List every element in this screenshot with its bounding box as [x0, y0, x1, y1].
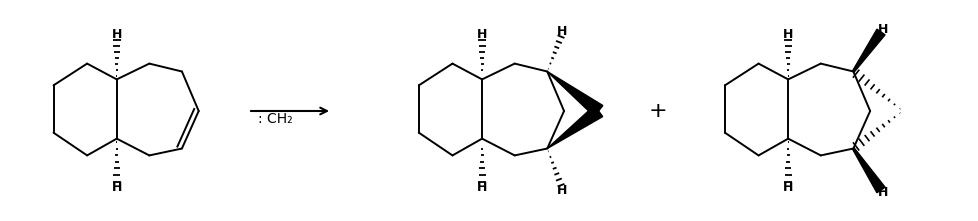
Text: H: H	[556, 184, 566, 197]
Text: H: H	[782, 181, 792, 194]
Text: H: H	[111, 28, 122, 41]
Polygon shape	[547, 72, 602, 116]
Text: H: H	[111, 181, 122, 194]
Polygon shape	[852, 29, 884, 72]
Polygon shape	[547, 105, 602, 149]
Text: H: H	[877, 23, 887, 36]
Text: H: H	[877, 186, 887, 199]
Text: H: H	[782, 28, 792, 41]
Text: +: +	[647, 101, 666, 121]
Text: : CH₂: : CH₂	[257, 112, 292, 126]
Text: H: H	[476, 28, 487, 41]
Text: H: H	[556, 25, 566, 38]
Text: H: H	[476, 181, 487, 194]
Polygon shape	[852, 148, 884, 193]
